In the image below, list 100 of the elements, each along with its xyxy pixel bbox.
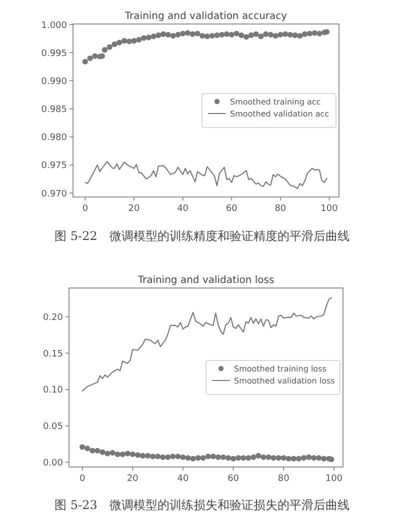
line-series — [84, 161, 328, 190]
point — [102, 47, 108, 53]
point — [87, 55, 93, 62]
y-tick-label: 1.000 — [41, 20, 68, 31]
point — [200, 32, 206, 39]
point — [190, 456, 196, 462]
point — [262, 31, 269, 37]
point — [134, 452, 140, 458]
point — [316, 455, 322, 461]
point — [146, 34, 152, 40]
legend-label: Smoothed validation acc — [230, 110, 330, 118]
x-tick-label: 0 — [79, 474, 86, 484]
chart-title: Training and validation loss — [136, 275, 274, 286]
point — [209, 32, 215, 39]
point — [306, 454, 312, 460]
legend-label: Smoothed training loss — [234, 364, 326, 374]
point — [287, 32, 293, 38]
point — [321, 456, 327, 462]
caption: 图 5-23 微调模型的训练损失和验证损失的平滑后曲线 — [54, 498, 350, 512]
y-tick-label: 0.20 — [42, 312, 64, 323]
y-tick-label: 0.15 — [42, 349, 63, 360]
point — [328, 456, 334, 462]
point — [175, 32, 181, 38]
caption: 图 5-22 微调模型的训练精度和验证精度的平滑后曲线 — [54, 229, 350, 243]
point — [219, 32, 225, 38]
point — [165, 32, 171, 38]
point — [185, 455, 191, 461]
y-tick-label: 0.995 — [41, 48, 67, 59]
point — [150, 34, 156, 40]
point — [94, 448, 100, 454]
point — [234, 30, 240, 36]
point — [297, 32, 303, 39]
point — [180, 30, 186, 36]
point — [131, 38, 137, 44]
point — [236, 455, 242, 461]
legend-label: Smoothed validation loss — [234, 376, 335, 386]
point — [124, 450, 130, 456]
point — [228, 32, 234, 38]
y-tick-label: 0.00 — [42, 458, 64, 468]
point — [205, 454, 211, 460]
point — [312, 30, 318, 36]
point — [90, 448, 96, 454]
x-tick-label: 60 — [226, 204, 238, 214]
y-tick-label: 0.970 — [41, 189, 68, 200]
point — [278, 32, 284, 38]
point — [253, 31, 259, 37]
point — [215, 454, 222, 460]
point — [214, 32, 220, 38]
x-tick-label: 20 — [126, 474, 139, 484]
point — [246, 455, 252, 461]
point — [272, 32, 278, 39]
point — [144, 452, 151, 459]
x-tick-label: 0 — [82, 204, 88, 214]
point — [175, 454, 181, 460]
x-tick-label: 80 — [274, 204, 286, 214]
point — [155, 454, 161, 460]
point — [260, 454, 266, 460]
point — [82, 58, 88, 64]
point — [240, 455, 246, 461]
point — [276, 455, 282, 461]
point — [104, 450, 110, 456]
y-tick-label: 0.975 — [41, 161, 67, 172]
point — [311, 455, 317, 461]
x-tick-label: 40 — [177, 204, 189, 214]
point — [204, 34, 210, 40]
point — [195, 455, 201, 461]
y-tick-label: 0.05 — [42, 422, 63, 432]
y-tick-label: 0.980 — [41, 133, 68, 144]
point — [190, 31, 196, 37]
point — [114, 451, 120, 458]
point — [110, 450, 116, 456]
point — [296, 456, 302, 462]
y-tick-label: 0.985 — [41, 105, 67, 116]
x-tick-label: 100 — [325, 474, 343, 484]
point — [250, 454, 256, 460]
point — [165, 454, 171, 460]
x-tick-label: 80 — [278, 474, 290, 484]
point — [280, 455, 286, 461]
y-tick-label: 0.10 — [42, 386, 64, 396]
point — [100, 449, 106, 455]
point — [292, 32, 298, 38]
point — [230, 456, 236, 462]
x-tick-label: 100 — [320, 204, 338, 214]
point — [84, 446, 90, 452]
point — [92, 53, 98, 59]
point — [180, 454, 186, 460]
point — [200, 455, 206, 461]
point — [112, 41, 118, 48]
point — [116, 40, 122, 46]
point — [266, 454, 272, 460]
point — [170, 32, 176, 39]
point — [238, 32, 244, 38]
x-tick-label: 20 — [128, 204, 140, 214]
y-tick-label: 0.990 — [41, 76, 68, 87]
point — [120, 451, 126, 458]
point — [136, 36, 142, 43]
point — [160, 31, 166, 37]
point — [302, 31, 308, 37]
point — [80, 444, 86, 450]
point — [225, 455, 232, 461]
